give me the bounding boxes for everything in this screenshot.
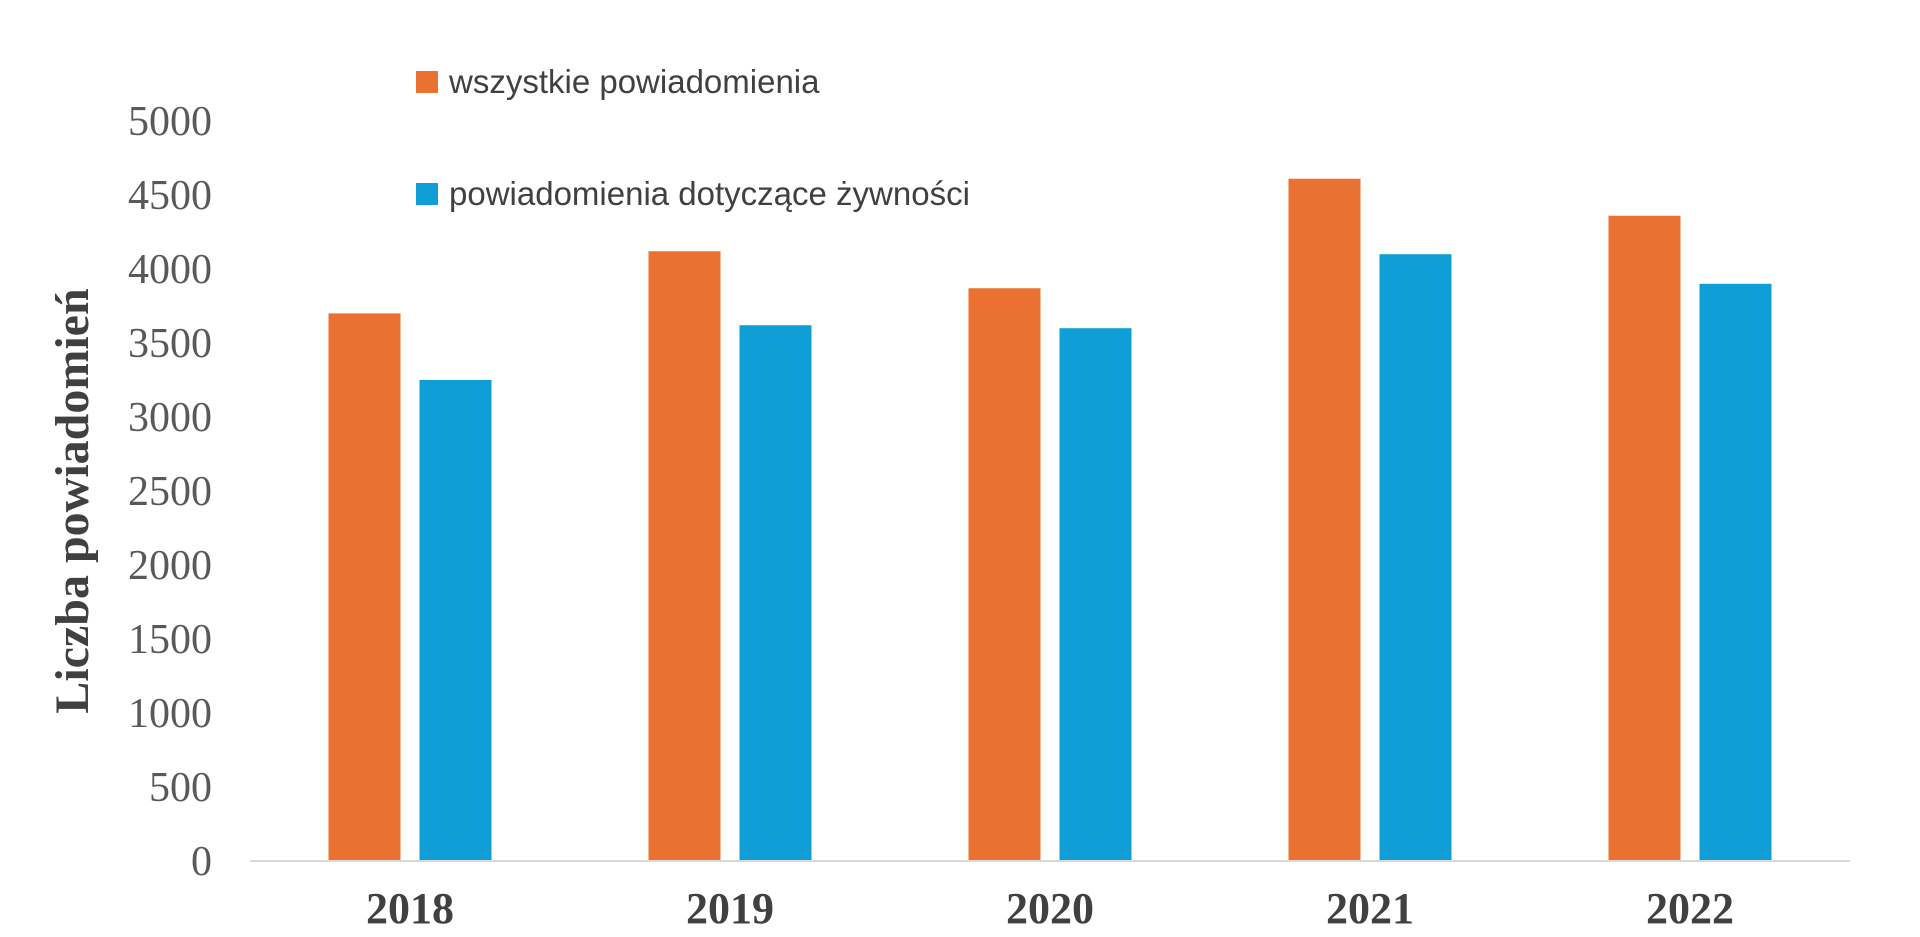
y-tick-label: 500 xyxy=(149,765,212,811)
legend-label: wszystkie powiadomienia xyxy=(448,63,820,100)
y-tick-label: 4000 xyxy=(128,247,212,293)
x-tick-label: 2022 xyxy=(1646,884,1734,933)
bar-all-notifications-2019 xyxy=(648,251,721,862)
legend: wszystkie powiadomienia powiadomienia dot… xyxy=(416,63,970,212)
bars xyxy=(328,178,1772,862)
legend-swatch xyxy=(416,71,438,93)
x-tick-label: 2019 xyxy=(686,884,774,933)
y-tick-label: 0 xyxy=(191,839,212,885)
y-tick-label: 1000 xyxy=(128,691,212,737)
y-tick-label: 5000 xyxy=(128,99,212,145)
bar-all-notifications-2020 xyxy=(968,288,1041,861)
x-axis-labels: 2018 2019 2020 2021 2022 xyxy=(366,884,1734,933)
bar-all-notifications-2018 xyxy=(328,313,401,861)
y-tick-label: 2000 xyxy=(128,543,212,589)
y-tick-label: 4500 xyxy=(128,173,212,219)
bar-food-notifications-2021 xyxy=(1379,254,1452,861)
y-tick-label: 2500 xyxy=(128,469,212,515)
legend-swatch xyxy=(416,183,438,205)
y-axis-title: Liczba powiadomień xyxy=(46,288,99,713)
bar-all-notifications-2021 xyxy=(1288,178,1361,862)
y-tick-label: 3000 xyxy=(128,395,212,441)
y-tick-label: 1500 xyxy=(128,617,212,663)
x-tick-label: 2021 xyxy=(1326,884,1414,933)
bar-food-notifications-2018 xyxy=(419,380,492,861)
x-tick-label: 2018 xyxy=(366,884,454,933)
legend-label: powiadomienia dotyczące żywności xyxy=(449,175,970,212)
bar-food-notifications-2019 xyxy=(739,325,812,861)
y-axis-ticks: 0 500 1000 1500 2000 2500 3000 3500 4000 4500 5000 xyxy=(128,99,212,885)
bar-all-notifications-2022 xyxy=(1608,215,1681,862)
y-tick-label: 3500 xyxy=(128,321,212,367)
x-tick-label: 2020 xyxy=(1006,884,1094,933)
bar-food-notifications-2022 xyxy=(1699,283,1772,861)
bar-food-notifications-2020 xyxy=(1059,328,1132,861)
